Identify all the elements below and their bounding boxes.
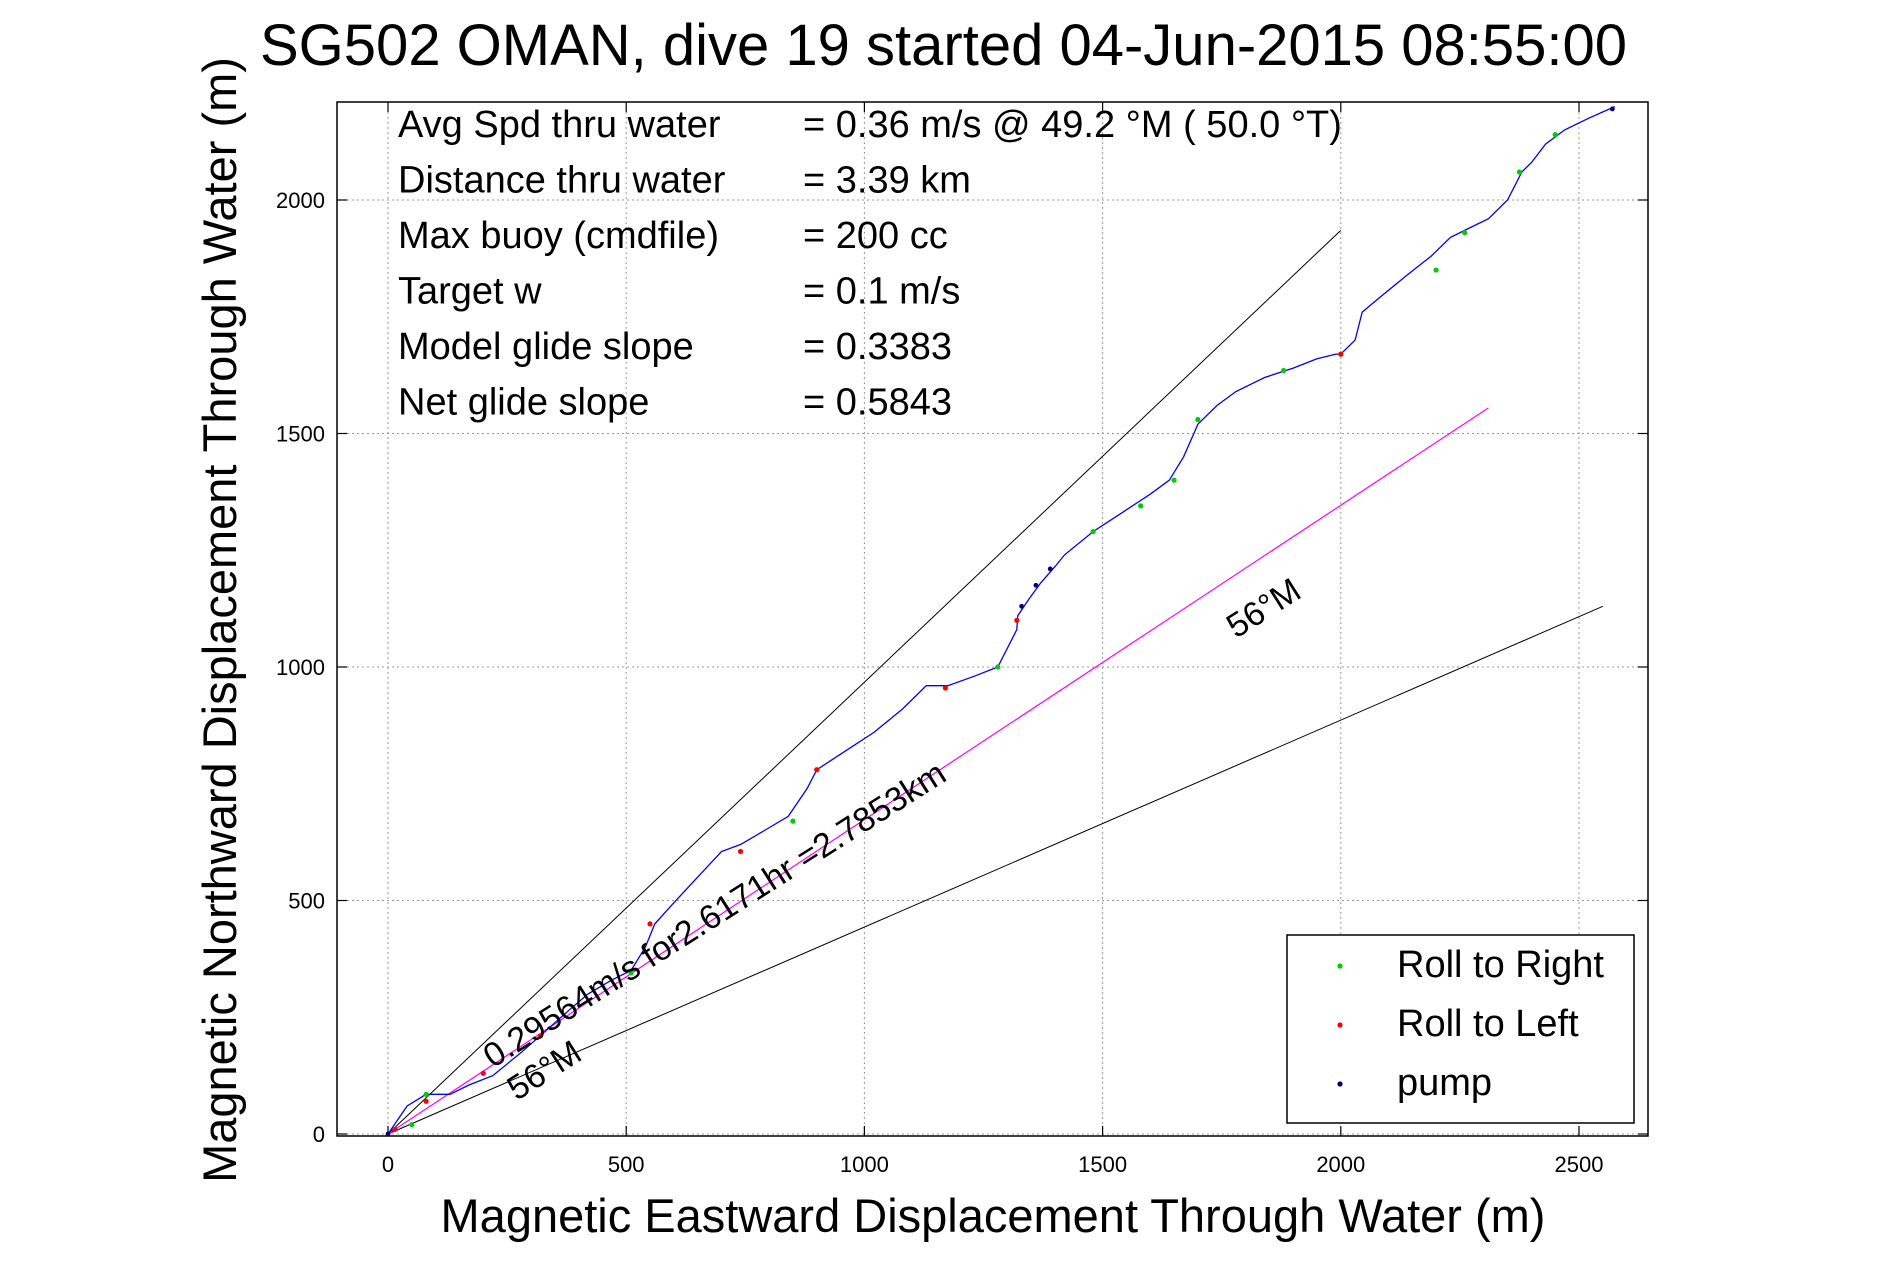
x-tick-label: 1000 <box>840 1152 889 1177</box>
info-label: Max buoy (cmdfile) <box>398 215 719 257</box>
legend-marker <box>1337 1081 1343 1087</box>
roll-right-point <box>1171 477 1177 483</box>
ticks-layer: 0 500 1000 1500 2000 2500 0 500 1000 1500 2000 <box>276 102 1648 1177</box>
roll-left-point <box>537 1033 544 1039</box>
legend-label: pump <box>1397 1062 1492 1104</box>
legend-marker <box>1337 1022 1343 1028</box>
legend-label: Roll to Left <box>1397 1003 1579 1045</box>
pump-point <box>1019 603 1025 609</box>
x-tick-label: 500 <box>608 1152 645 1177</box>
roll-right-point <box>1433 267 1439 273</box>
legend-box <box>1286 934 1635 1124</box>
roll-left-point <box>1014 617 1020 623</box>
info-label: Target w <box>398 271 542 313</box>
x-tick-label: 2000 <box>1316 1152 1365 1177</box>
x-tick-label: 0 <box>382 1152 394 1177</box>
net-track-line <box>387 407 1489 1135</box>
roll-left-point <box>942 685 948 691</box>
roll-right-point <box>1462 230 1468 236</box>
info-label: Avg Spd thru water <box>398 104 721 146</box>
info-label: Model glide slope <box>398 326 694 368</box>
plot-frame <box>336 101 1649 1137</box>
roll-left-point <box>423 1098 429 1104</box>
y-tick-label: 2000 <box>276 188 325 213</box>
roll-right-point <box>1516 169 1523 175</box>
roll-left-point <box>814 767 820 773</box>
y-tick-label: 1500 <box>276 422 325 447</box>
roll-right-point <box>628 970 634 976</box>
info-value: = 0.5843 <box>803 382 952 424</box>
roll-right-point <box>995 664 1001 670</box>
roll-right-point <box>1138 503 1144 509</box>
info-label: Distance thru water <box>398 160 726 202</box>
y-tick-label: 0 <box>313 1122 325 1147</box>
track-layer <box>387 106 1615 1135</box>
info-value: = 0.1 m/s <box>803 271 960 313</box>
pump-point <box>1033 582 1039 588</box>
roll-left-point <box>737 848 744 855</box>
x-tick-label: 1500 <box>1078 1152 1127 1177</box>
roll-right-point <box>1552 132 1558 138</box>
reference-lines-layer <box>387 229 1604 1135</box>
roll-right-point <box>423 1091 429 1097</box>
roll-left-point <box>1338 351 1344 357</box>
chart-title: SG502 OMAN, dive 19 started 04-Jun-2015 … <box>260 13 1627 78</box>
x-axis-title: Magnetic Eastward Displacement Through W… <box>441 1189 1546 1242</box>
upper-envelope-line <box>387 229 1342 1135</box>
y-tick-label: 1000 <box>276 655 325 680</box>
roll-right-point <box>790 818 796 824</box>
lower-envelope-line <box>387 605 1604 1135</box>
info-value: = 0.3383 <box>803 326 952 368</box>
roll-left-point <box>647 921 653 927</box>
roll-right-point <box>1195 416 1201 423</box>
roll-left-point <box>480 1070 486 1076</box>
y-axis-title: Magnetic Northward Displacement Through … <box>193 57 246 1183</box>
legend-label: Roll to Right <box>1397 944 1604 986</box>
x-tick-label: 2500 <box>1555 1152 1604 1177</box>
glider-track-line <box>387 106 1615 1135</box>
y-tick-label: 500 <box>288 889 325 914</box>
info-label: Net glide slope <box>398 382 649 424</box>
pump-point <box>1609 106 1615 112</box>
info-value: = 200 cc <box>803 215 948 257</box>
legend-marker <box>1337 963 1343 969</box>
marker-points-layer <box>385 106 1615 1137</box>
roll-left-point <box>392 1126 398 1132</box>
info-value: = 0.36 m/s @ 49.2 °M ( 50.0 °T) <box>803 104 1342 146</box>
roll-right-point <box>1090 528 1096 535</box>
info-value: = 3.39 km <box>803 160 971 202</box>
info-text-block: Avg Spd thru water = 0.36 m/s @ 49.2 °M (… <box>398 104 1342 424</box>
roll-right-point <box>1281 367 1287 374</box>
roll-right-point <box>409 1122 415 1128</box>
legend: Roll to Right Roll to Left pump <box>1286 934 1635 1124</box>
pump-point <box>1047 566 1053 572</box>
